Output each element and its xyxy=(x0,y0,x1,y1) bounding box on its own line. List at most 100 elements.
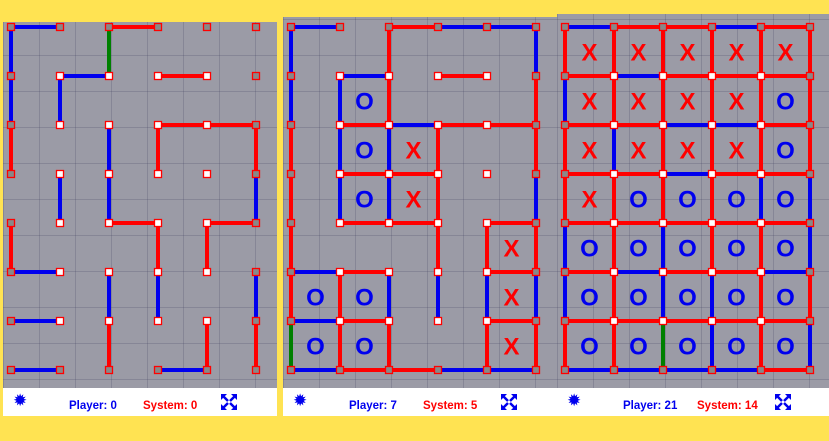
grid-dot[interactable] xyxy=(658,169,668,179)
grid-dot[interactable] xyxy=(202,22,212,32)
grid-dot[interactable] xyxy=(482,267,492,277)
grid-dot[interactable] xyxy=(433,267,443,277)
grid-dot[interactable] xyxy=(609,120,619,130)
grid-dot[interactable] xyxy=(609,316,619,326)
grid-dot[interactable] xyxy=(560,71,570,81)
grid-dot[interactable] xyxy=(433,71,443,81)
grid-dot[interactable] xyxy=(658,316,668,326)
grid-dot[interactable] xyxy=(707,169,717,179)
grid-dot[interactable] xyxy=(6,267,16,277)
grid-dot[interactable] xyxy=(251,365,261,375)
grid-dot[interactable] xyxy=(658,71,668,81)
grid-dot[interactable] xyxy=(6,71,16,81)
grid-dot[interactable] xyxy=(707,316,717,326)
grid-dot[interactable] xyxy=(55,22,65,32)
grid-dot[interactable] xyxy=(335,218,345,228)
grid-dot[interactable] xyxy=(251,316,261,326)
grid-dot[interactable] xyxy=(286,365,296,375)
grid-dot[interactable] xyxy=(104,71,114,81)
grid-dot[interactable] xyxy=(756,71,766,81)
grid-dot[interactable] xyxy=(609,267,619,277)
grid-dot[interactable] xyxy=(756,218,766,228)
grid-dot[interactable] xyxy=(286,316,296,326)
grid-dot[interactable] xyxy=(153,365,163,375)
grid-dot[interactable] xyxy=(202,71,212,81)
grid-dot[interactable] xyxy=(384,218,394,228)
grid-dot[interactable] xyxy=(433,365,443,375)
grid-dot[interactable] xyxy=(55,365,65,375)
grid-dot[interactable] xyxy=(384,71,394,81)
gear-icon[interactable]: ✹ xyxy=(13,391,28,410)
grid-dot[interactable] xyxy=(384,120,394,130)
grid-dot[interactable] xyxy=(531,169,541,179)
grid-dot[interactable] xyxy=(707,22,717,32)
grid-dot[interactable] xyxy=(6,120,16,130)
grid-dot[interactable] xyxy=(658,218,668,228)
grid-dot[interactable] xyxy=(251,267,261,277)
grid-dot[interactable] xyxy=(286,71,296,81)
grid-dot[interactable] xyxy=(153,71,163,81)
grid-dot[interactable] xyxy=(805,316,815,326)
grid-dot[interactable] xyxy=(756,22,766,32)
grid-dot[interactable] xyxy=(531,120,541,130)
fullscreen-icon[interactable] xyxy=(219,392,239,412)
grid-dot[interactable] xyxy=(531,22,541,32)
grid-dot[interactable] xyxy=(6,218,16,228)
grid-dot[interactable] xyxy=(6,22,16,32)
grid-dot[interactable] xyxy=(756,365,766,375)
grid-dot[interactable] xyxy=(251,71,261,81)
grid-dot[interactable] xyxy=(707,218,717,228)
grid-dot[interactable] xyxy=(55,169,65,179)
grid-dot[interactable] xyxy=(482,22,492,32)
grid-dot[interactable] xyxy=(202,365,212,375)
grid-dot[interactable] xyxy=(805,120,815,130)
gear-icon[interactable]: ✹ xyxy=(567,391,582,410)
grid-dot[interactable] xyxy=(658,22,668,32)
grid-dot[interactable] xyxy=(286,169,296,179)
grid-dot[interactable] xyxy=(433,22,443,32)
grid-dot[interactable] xyxy=(251,22,261,32)
grid-dot[interactable] xyxy=(153,120,163,130)
grid-dot[interactable] xyxy=(153,218,163,228)
grid-dot[interactable] xyxy=(482,120,492,130)
grid-dot[interactable] xyxy=(707,71,717,81)
grid-dot[interactable] xyxy=(104,267,114,277)
grid-dot[interactable] xyxy=(55,316,65,326)
grid-dot[interactable] xyxy=(609,218,619,228)
grid-dot[interactable] xyxy=(104,365,114,375)
grid-dot[interactable] xyxy=(335,169,345,179)
grid-dot[interactable] xyxy=(805,267,815,277)
grid-dot[interactable] xyxy=(202,218,212,228)
grid-dot[interactable] xyxy=(482,365,492,375)
grid-dot[interactable] xyxy=(384,169,394,179)
grid-dot[interactable] xyxy=(531,316,541,326)
grid-dot[interactable] xyxy=(805,218,815,228)
grid-dot[interactable] xyxy=(609,365,619,375)
grid-dot[interactable] xyxy=(104,218,114,228)
grid-dot[interactable] xyxy=(384,267,394,277)
fullscreen-icon[interactable] xyxy=(499,392,519,412)
grid-dot[interactable] xyxy=(707,267,717,277)
grid-dot[interactable] xyxy=(6,316,16,326)
grid-dot[interactable] xyxy=(153,22,163,32)
grid-dot[interactable] xyxy=(560,365,570,375)
grid-dot[interactable] xyxy=(433,316,443,326)
grid-dot[interactable] xyxy=(560,120,570,130)
grid-dot[interactable] xyxy=(104,316,114,326)
grid-dot[interactable] xyxy=(482,316,492,326)
grid-dot[interactable] xyxy=(335,22,345,32)
grid-dot[interactable] xyxy=(482,218,492,228)
grid-dot[interactable] xyxy=(251,169,261,179)
grid-dot[interactable] xyxy=(55,218,65,228)
grid-dot[interactable] xyxy=(805,71,815,81)
grid-dot[interactable] xyxy=(658,120,668,130)
grid-dot[interactable] xyxy=(202,316,212,326)
grid-dot[interactable] xyxy=(104,169,114,179)
grid-dot[interactable] xyxy=(335,120,345,130)
grid-dot[interactable] xyxy=(609,71,619,81)
grid-dot[interactable] xyxy=(202,267,212,277)
grid-dot[interactable] xyxy=(756,120,766,130)
grid-dot[interactable] xyxy=(756,169,766,179)
grid-dot[interactable] xyxy=(756,267,766,277)
grid-dot[interactable] xyxy=(531,365,541,375)
